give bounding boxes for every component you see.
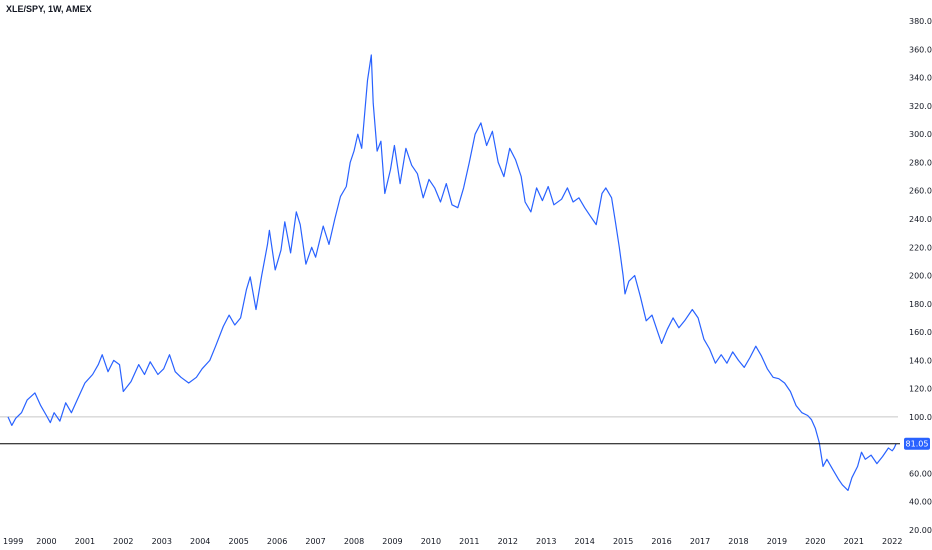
x-tick-label: 2014 (574, 537, 594, 546)
y-tick-label: 200.00 (909, 272, 932, 281)
x-tick-label: 1999 (3, 537, 23, 546)
y-tick-label: 160.00 (909, 328, 932, 337)
x-tick-label: 2019 (767, 537, 787, 546)
y-tick-label: 40.00 (909, 498, 932, 507)
x-tick-label: 2007 (305, 537, 325, 546)
x-tick-label: 2001 (75, 537, 95, 546)
series-line-0 (7, 54, 897, 491)
x-tick-label: 2017 (690, 537, 710, 546)
y-tick-label: 20.00 (909, 526, 932, 535)
y-tick-label: 340.00 (909, 74, 932, 83)
x-tick-label: 2011 (459, 537, 479, 546)
last-price-label: 81.05 (906, 440, 929, 449)
last-price-badge (904, 437, 930, 450)
x-tick-label: 2000 (36, 537, 56, 546)
y-tick-label: 260.00 (909, 187, 932, 196)
y-tick-label: 180.00 (909, 300, 932, 309)
x-tick-label: 2020 (805, 537, 825, 546)
y-tick-label: 300.00 (909, 130, 932, 139)
y-tick-label: 280.00 (909, 158, 932, 167)
y-tick-label: 360.00 (909, 45, 932, 54)
y-tick-label: 120.00 (909, 385, 932, 394)
x-tick-label: 2006 (267, 537, 287, 546)
x-tick-label: 2015 (613, 537, 633, 546)
x-tick-label: 2012 (498, 537, 518, 546)
x-tick-label: 2005 (228, 537, 248, 546)
y-tick-label: 380.00 (909, 17, 932, 26)
y-tick-label: 240.00 (909, 215, 932, 224)
x-tick-label: 2003 (152, 537, 172, 546)
y-tick-label: 320.00 (909, 102, 932, 111)
chart-title: XLE/SPY, 1W, AMEX (6, 4, 92, 14)
x-tick-label: 2008 (344, 537, 364, 546)
y-tick-label: 60.00 (909, 469, 932, 478)
x-tick-label: 2009 (382, 537, 402, 546)
x-tick-label: 2022 (882, 537, 902, 546)
x-tick-label: 2013 (536, 537, 556, 546)
x-tick-label: 2018 (728, 537, 748, 546)
x-tick-label: 2021 (844, 537, 864, 546)
x-tick-label: 2004 (190, 537, 210, 546)
x-tick-label: 2002 (113, 537, 133, 546)
x-tick-label: 2016 (651, 537, 671, 546)
y-tick-label: 140.00 (909, 356, 932, 365)
y-tick-label: 100.00 (909, 413, 932, 422)
y-tick-label: 220.00 (909, 243, 932, 252)
x-tick-label: 2010 (421, 537, 441, 546)
